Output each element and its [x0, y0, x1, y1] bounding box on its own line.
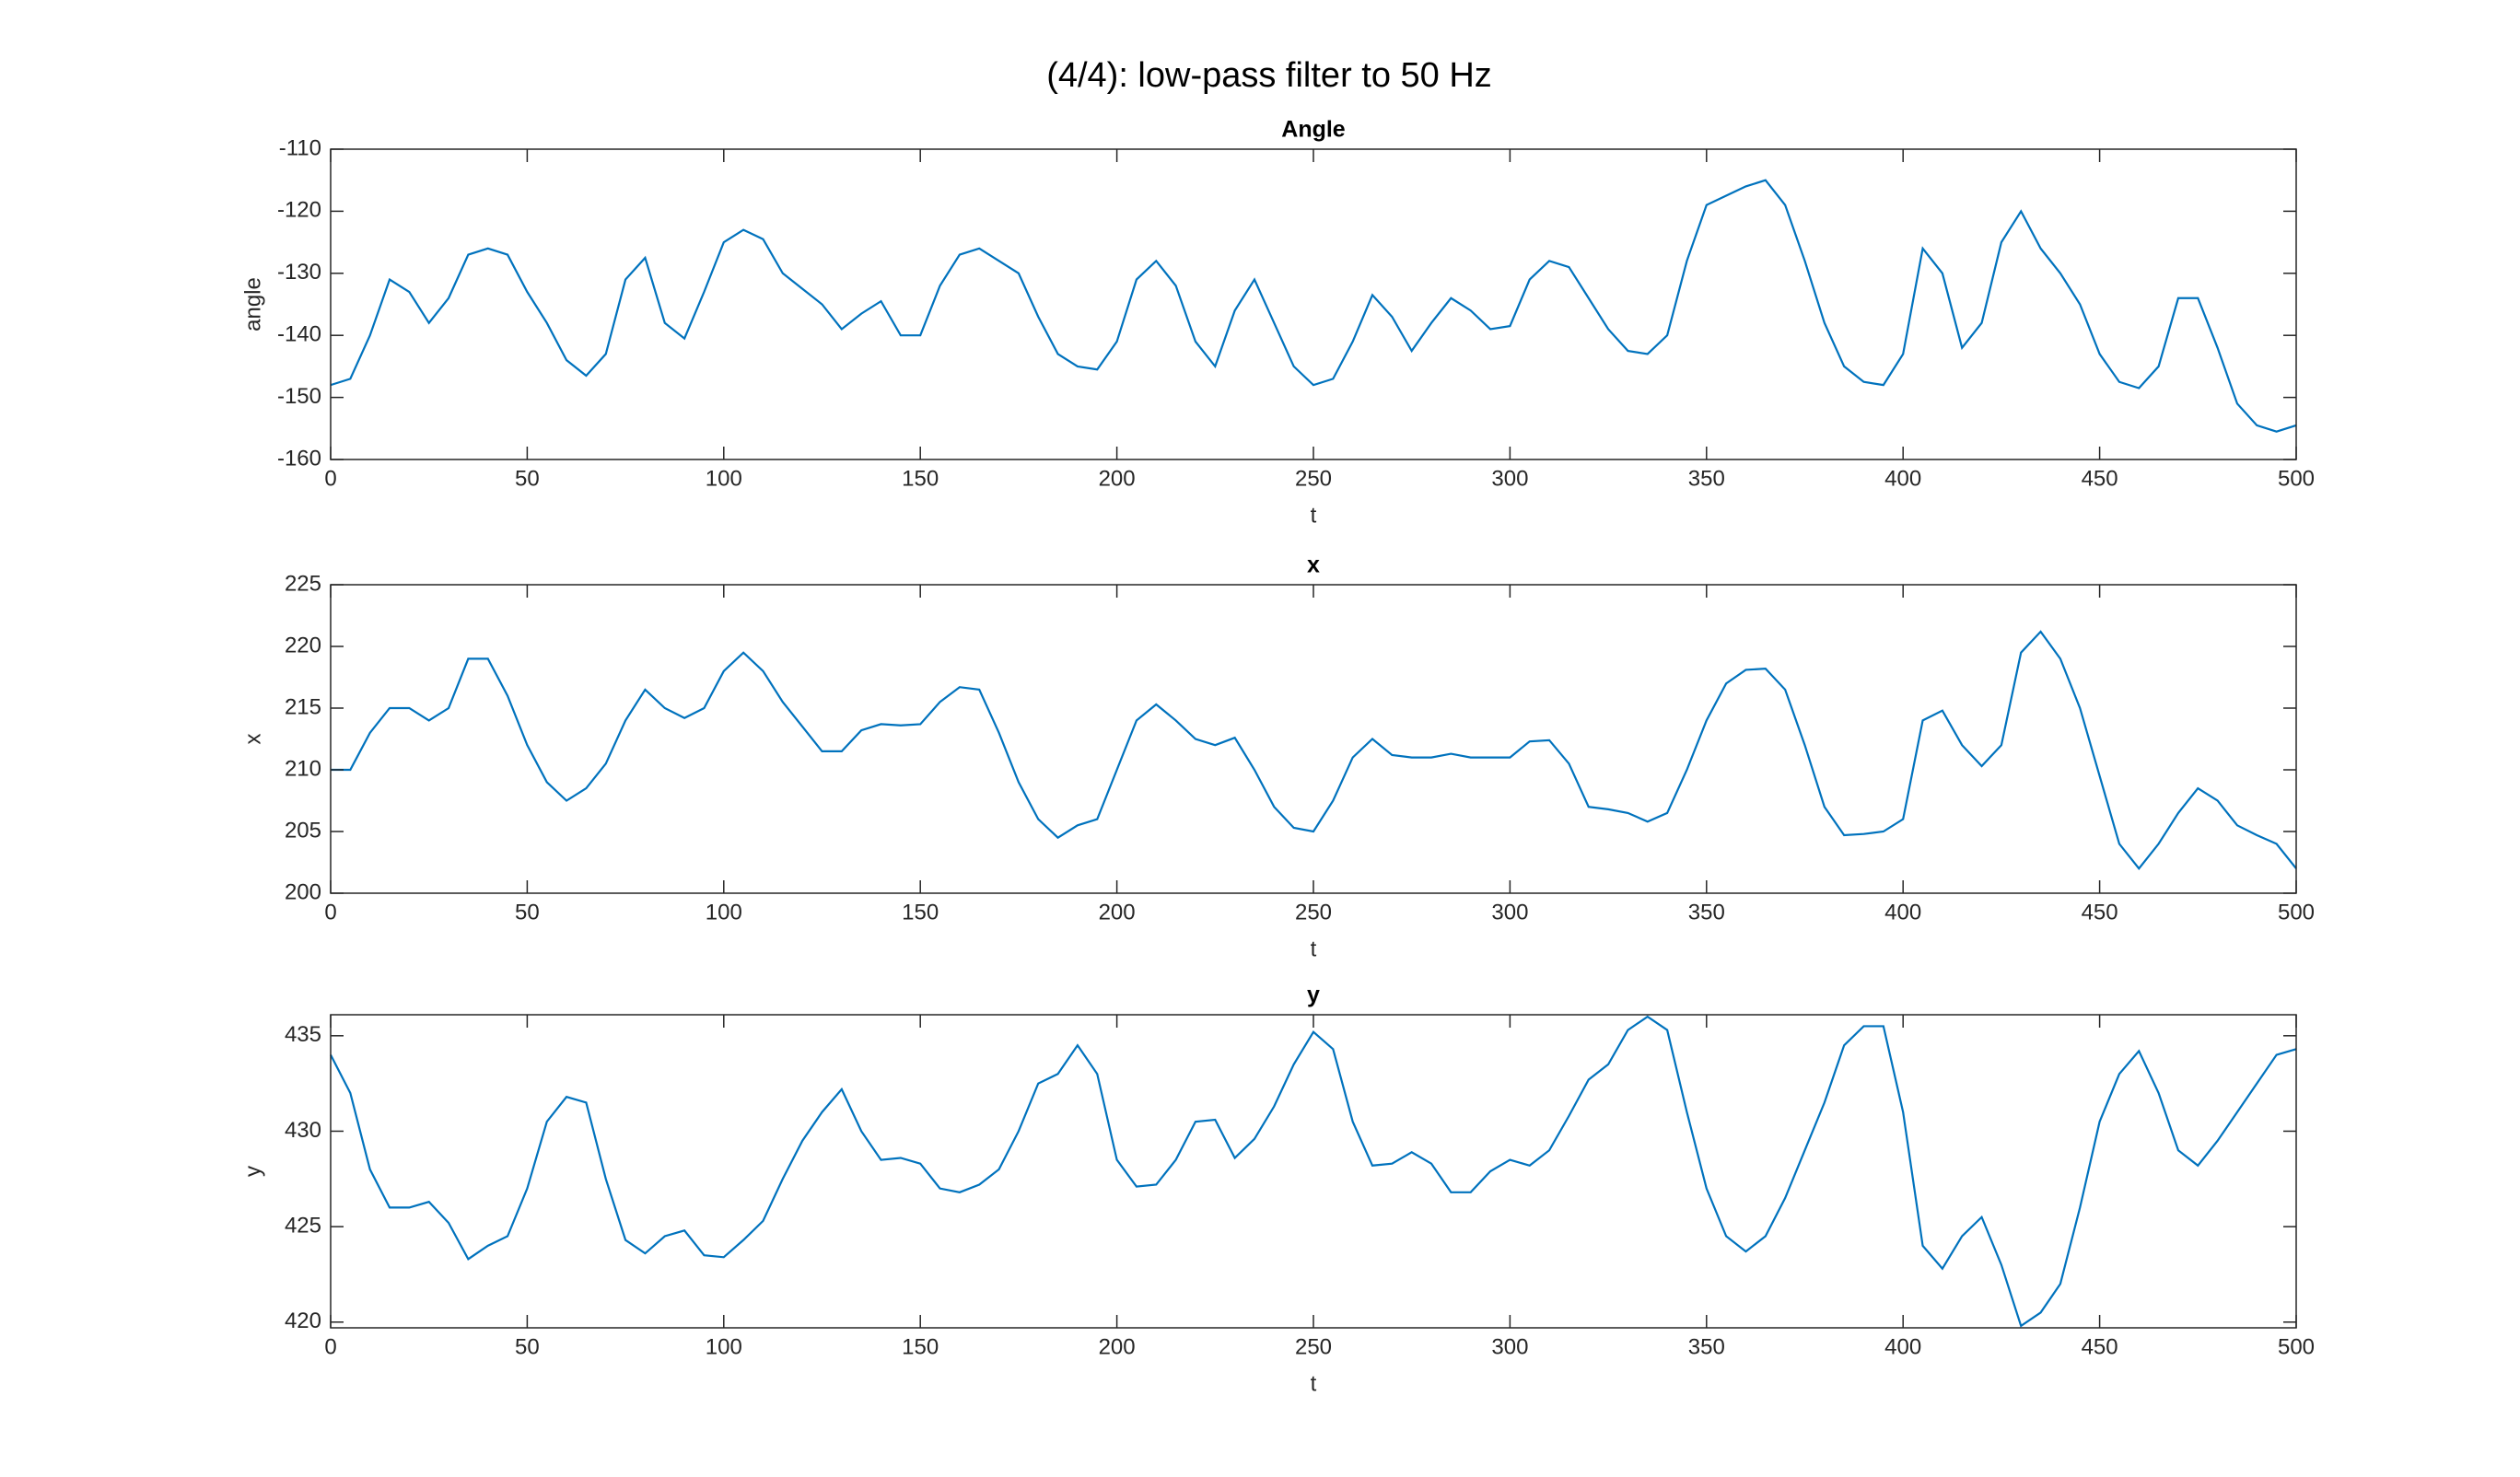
axes-title: y	[1307, 983, 1320, 1008]
plot-area	[331, 149, 2296, 459]
y-tick-label: 425	[285, 1213, 321, 1238]
x-tick-label: 300	[1491, 1334, 1528, 1359]
y-tick-label: -150	[277, 384, 321, 409]
y-axis-label: angle	[240, 277, 265, 331]
x-tick-label: 500	[2278, 466, 2315, 491]
x-axis-label: t	[1311, 936, 1317, 961]
y-tick-label: 210	[285, 756, 321, 781]
x-tick-label: 200	[1099, 900, 1136, 925]
y-tick-label: 435	[285, 1022, 321, 1047]
x-tick-label: 500	[2278, 900, 2315, 925]
y-tick-label: 205	[285, 818, 321, 843]
data-line	[330, 1015, 2297, 1328]
x-axis-label: t	[1311, 1371, 1317, 1396]
x-tick-label: 200	[1099, 466, 1136, 491]
y-tick-label: 420	[285, 1308, 321, 1333]
x-tick-label: 250	[1295, 1334, 1332, 1359]
x-tick-label: 100	[706, 900, 742, 925]
x-tick-label: 50	[515, 1334, 540, 1359]
y-axis-label: x	[240, 734, 265, 745]
x-tick-label: 400	[1884, 466, 1921, 491]
y-tick-label: 430	[285, 1118, 321, 1143]
x-tick-label: 250	[1295, 900, 1332, 925]
x-tick-label: 450	[2082, 1334, 2118, 1359]
y-tick-label: 200	[285, 879, 321, 904]
x-tick-label: 250	[1295, 466, 1332, 491]
x-tick-label: 100	[706, 466, 742, 491]
axes-title: x	[1307, 552, 1320, 578]
y-tick-label: -120	[277, 198, 321, 223]
x-tick-label: 400	[1884, 1334, 1921, 1359]
data-line	[330, 179, 2297, 433]
figure-title: (4/4): low-pass filter to 50 Hz	[1046, 56, 1492, 95]
x-tick-label: 400	[1884, 900, 1921, 925]
x-tick-label: 500	[2278, 1334, 2315, 1359]
y-tick-label: 225	[285, 571, 321, 596]
x-tick-label: 100	[706, 1334, 742, 1359]
x-tick-label: 450	[2082, 466, 2118, 491]
x-tick-label: 150	[902, 466, 939, 491]
x-tick-label: 50	[515, 466, 540, 491]
y-tick-label: -110	[279, 135, 321, 160]
y-tick-label: 220	[285, 633, 321, 657]
plot-area	[331, 1015, 2296, 1328]
axes-title: Angle	[1281, 117, 1346, 143]
x-tick-label: 200	[1099, 1334, 1136, 1359]
y-tick-label: 215	[285, 694, 321, 719]
x-axis-label: t	[1311, 503, 1317, 528]
x-tick-label: 0	[324, 900, 336, 925]
x-tick-label: 300	[1491, 900, 1528, 925]
y-tick-label: -130	[277, 260, 321, 285]
y-tick-label: -140	[277, 322, 321, 347]
x-tick-label: 150	[902, 900, 939, 925]
data-line	[331, 630, 2297, 870]
x-tick-label: 50	[515, 900, 540, 925]
x-tick-label: 350	[1688, 900, 1725, 925]
plot-area	[331, 585, 2296, 893]
x-tick-label: 300	[1491, 466, 1528, 491]
x-tick-label: 450	[2082, 900, 2118, 925]
x-tick-label: 350	[1688, 1334, 1725, 1359]
x-tick-label: 350	[1688, 466, 1725, 491]
x-tick-label: 0	[324, 466, 336, 491]
y-axis-label: y	[240, 1166, 265, 1177]
y-tick-label: -160	[277, 446, 321, 471]
x-tick-label: 0	[324, 1334, 336, 1359]
x-tick-label: 150	[902, 1334, 939, 1359]
